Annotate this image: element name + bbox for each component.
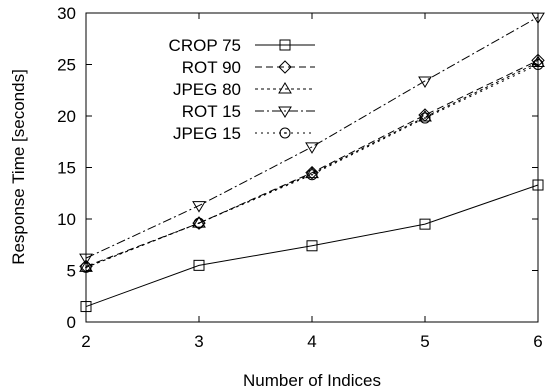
series-line [85,16,539,259]
marker-ring [532,59,544,70]
data-point [532,59,544,70]
data-point [531,12,545,25]
legend-entry: CROP 75 [169,36,315,55]
data-point [79,260,93,272]
data-point [418,76,432,88]
series-crop-75 [80,179,544,313]
legend-entry: JPEG 80 [173,80,315,99]
x-tick-label: 3 [194,332,203,351]
axis-ticks: 2 3 4 5 6 0 5 10 15 20 25 30 [57,4,543,351]
x-tick-label: 2 [81,332,90,351]
legend-label: JPEG 15 [173,124,241,143]
data-point [532,179,544,191]
data-point [192,201,206,213]
legend-marker [279,127,291,139]
data-point [192,216,206,228]
y-tick-label: 15 [57,159,76,178]
x-axis-label: Number of Indices [243,371,381,390]
legend-entry: ROT 15 [182,102,315,121]
series-line [85,61,539,268]
x-tick-label: 4 [307,332,316,351]
y-tick-label: 5 [67,262,76,281]
x-tick-label: 6 [533,332,542,351]
series-line [85,59,539,267]
y-tick-label: 30 [57,4,76,23]
series-line [85,184,539,308]
y-tick-label: 20 [57,107,76,126]
data-point [306,169,318,181]
legend: CROP 75 ROT 90 JPEG 80 ROT 15 JPEG 15 [169,36,315,143]
legend-marker [278,60,292,74]
data-point [193,259,205,271]
data-point [419,112,431,124]
marker-ring [306,169,318,181]
legend-label: CROP 75 [169,36,241,55]
marker-dot [85,266,87,269]
marker-dot [424,117,426,119]
marker-dot [537,63,539,66]
data-point [80,261,92,273]
marker-ring [279,127,291,139]
y-tick-label: 10 [57,210,76,229]
legend-label: ROT 90 [182,58,241,77]
y-tick-label: 0 [67,313,76,332]
marker-ring [193,217,205,229]
legend-entry: JPEG 15 [173,124,315,143]
legend-label: ROT 15 [182,102,241,121]
legend-marker [279,39,291,51]
legend-label: JPEG 80 [173,80,241,99]
data-point [79,253,93,266]
data-point [305,142,319,154]
data-point [305,165,319,180]
marker-dot [198,222,200,225]
marker-dot [284,132,286,134]
y-tick-label: 25 [57,56,76,75]
series-jpeg-15 [80,59,544,273]
series-lines [79,12,545,313]
marker-dot [311,173,313,176]
series-rot-15 [79,12,545,266]
data-point [80,301,92,313]
data-point [418,110,432,122]
data-point [419,218,431,230]
series-rot-90 [79,53,545,274]
data-point [193,217,205,229]
data-point [192,216,206,230]
data-point [306,240,318,252]
legend-marker [278,106,292,118]
legend-marker [278,82,292,94]
marker-ring [419,112,431,124]
marker-ring [80,261,92,273]
legend-entry: ROT 90 [182,58,315,77]
y-axis-label: Response Time [seconds] [9,69,28,265]
x-tick-label: 5 [420,332,429,351]
data-point [531,55,545,67]
